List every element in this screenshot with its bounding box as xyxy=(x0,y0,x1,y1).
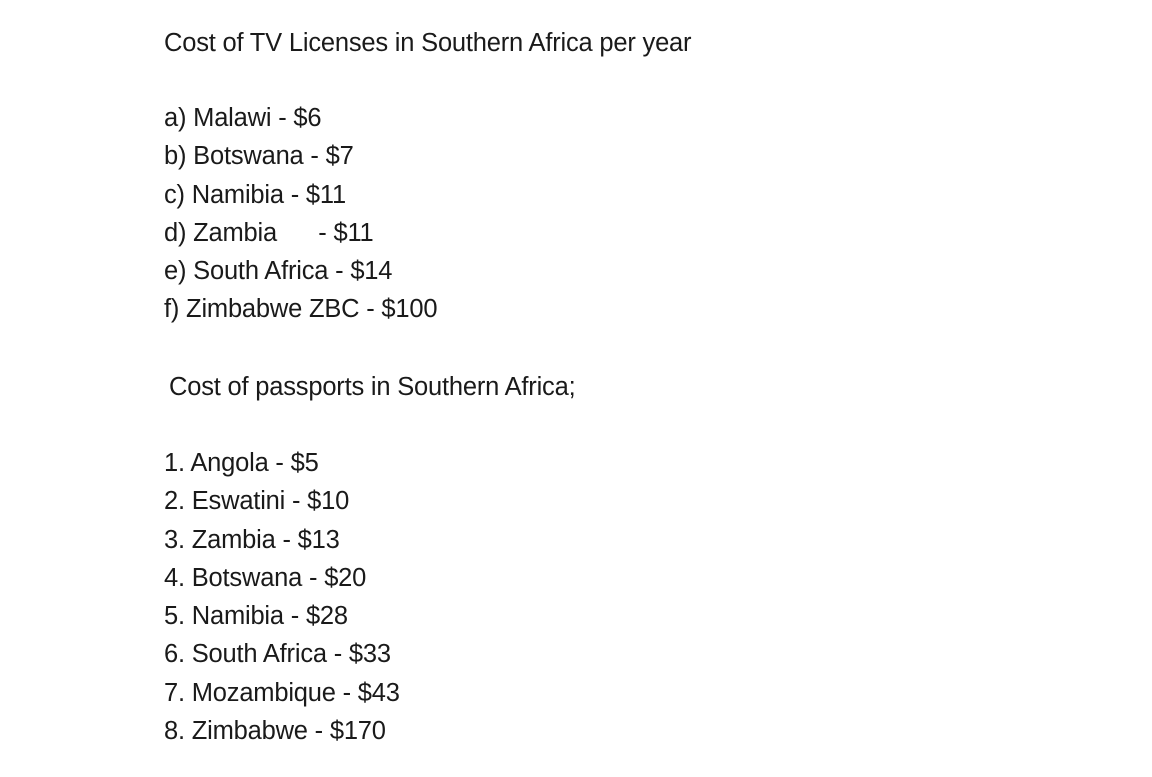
tv-licenses-heading: Cost of TV Licenses in Southern Africa p… xyxy=(164,29,692,57)
passports-heading: Cost of passports in Southern Africa; xyxy=(169,373,576,401)
passports-list: 1. Angola - $5 2. Eswatini - $10 3. Zamb… xyxy=(164,448,400,754)
list-item: d) Zambia - $11 xyxy=(164,218,374,247)
list-item: 7. Mozambique - $43 xyxy=(164,678,400,707)
list-item: 5. Namibia - $28 xyxy=(164,602,348,631)
list-item: a) Malawi - $6 xyxy=(164,104,322,132)
list-item: 6. South Africa - $33 xyxy=(164,640,391,669)
list-item: 4. Botswana - $20 xyxy=(164,563,367,592)
list-item: c) Namibia - $11 xyxy=(164,180,346,209)
list-item: 1. Angola - $5 xyxy=(164,449,319,477)
tv-licenses-list: a) Malawi - $6 b) Botswana - $7 c) Namib… xyxy=(164,103,438,333)
list-item: f) Zimbabwe ZBC - $100 xyxy=(164,295,438,324)
list-item: 8. Zimbabwe - $170 xyxy=(164,717,386,746)
list-item: 2. Eswatini - $10 xyxy=(164,487,350,516)
list-item: b) Botswana - $7 xyxy=(164,142,354,171)
list-item: 3. Zambia - $13 xyxy=(164,525,340,554)
list-item: e) South Africa - $14 xyxy=(164,257,393,286)
